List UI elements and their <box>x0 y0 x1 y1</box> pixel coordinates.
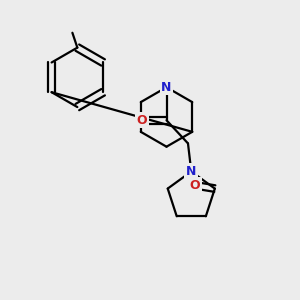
Text: O: O <box>136 114 147 127</box>
Text: O: O <box>190 179 200 192</box>
Text: N: N <box>186 165 196 178</box>
Text: N: N <box>161 81 172 94</box>
